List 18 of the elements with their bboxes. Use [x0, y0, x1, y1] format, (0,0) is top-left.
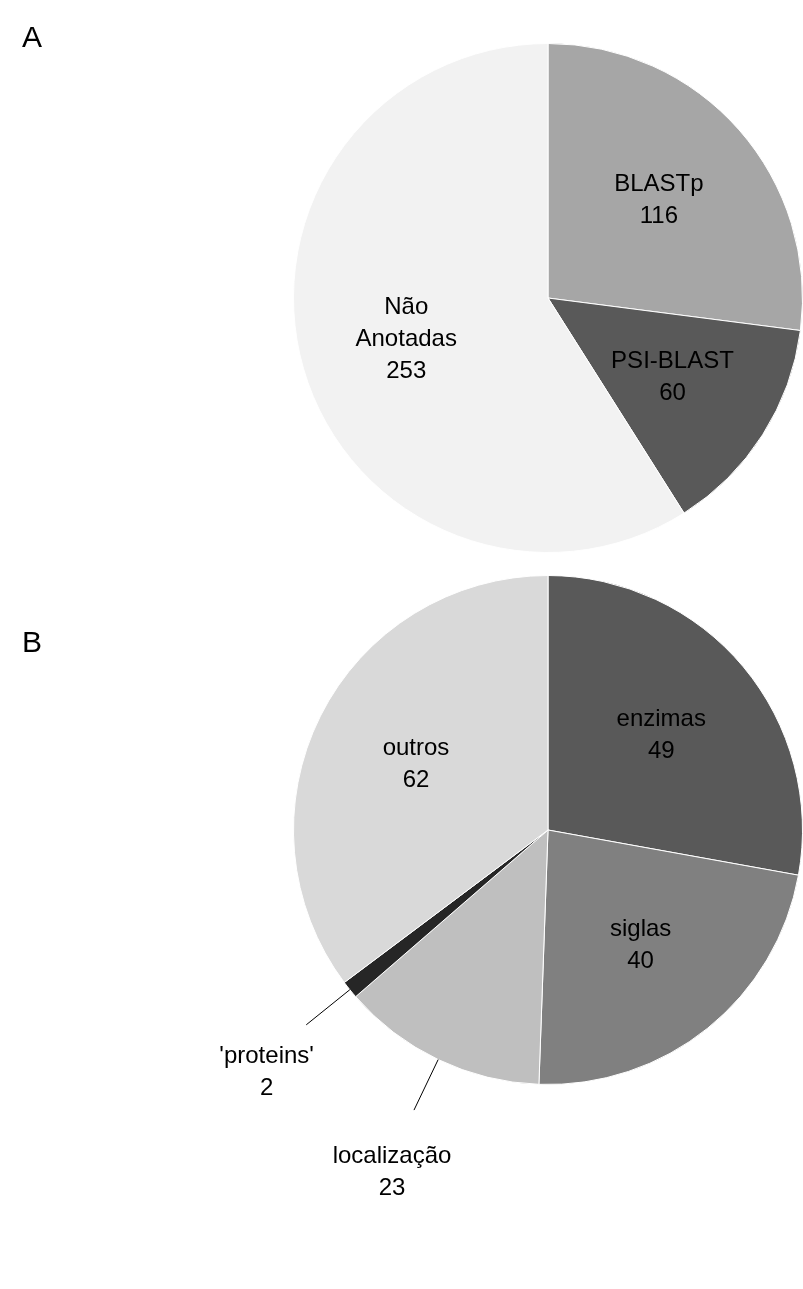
text: A — [22, 20, 43, 54]
slice-label: outros — [382, 732, 450, 760]
data-label: 49 — [647, 735, 675, 763]
data-label: 40 — [627, 945, 654, 973]
slice-label: BLASTp — [614, 169, 704, 197]
slice-label: 'proteins' — [219, 1041, 314, 1069]
slice-label: enzimas — [616, 703, 706, 731]
data-label: 116 — [639, 201, 678, 229]
data-label: 62 — [402, 764, 430, 792]
data-label: 2 — [259, 1073, 274, 1101]
slice-label: localização — [332, 1140, 452, 1168]
data-label: 23 — [378, 1172, 406, 1200]
data-label: 60 — [659, 377, 686, 405]
text: B — [22, 625, 43, 659]
data-label: 253 — [386, 355, 427, 383]
slice-label: PSI-BLAST — [611, 345, 735, 373]
slice-label: Não Anotadas — [355, 291, 457, 351]
slice-label: siglas — [609, 913, 672, 941]
